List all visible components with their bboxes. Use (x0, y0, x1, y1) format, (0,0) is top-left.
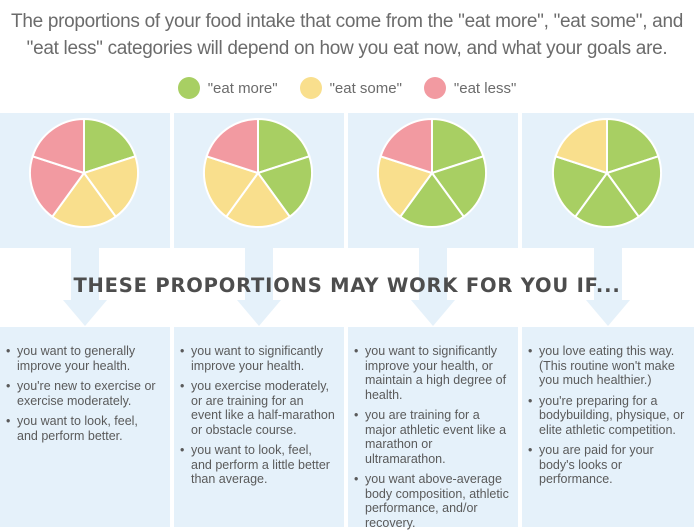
pie-1-slice-eat-some-2 (82, 155, 140, 219)
arrow-head-3 (411, 300, 455, 326)
pie-4-slice-eat-more-4 (551, 155, 609, 219)
pie-1-slice-eat-some-3 (50, 171, 118, 229)
list-item: you want above-average body composition,… (354, 472, 518, 530)
pie-panel-4 (522, 113, 694, 248)
list-item: you are paid for your body's looks or pe… (528, 443, 694, 487)
pie-3-slice-eat-some-4 (376, 155, 434, 219)
arrow-shaft-4 (594, 248, 622, 300)
list-item: you are training for a major athletic ev… (354, 408, 518, 466)
list-item: you want to look, feel, and perform a li… (180, 443, 344, 487)
pie-chart-2 (202, 117, 314, 229)
intro-line-2: "eat less" categories will depend on how… (26, 38, 668, 59)
pie-3-slice-eat-more-2 (430, 155, 488, 219)
list-item: you want to significantly improve your h… (354, 344, 518, 402)
legend: "eat more" "eat some" "eat less" (0, 77, 694, 99)
pie-2-slice-eat-some-3 (224, 171, 292, 229)
legend-swatch-eat-more (177, 77, 200, 99)
pie-2-slice-eat-less-5 (205, 117, 259, 175)
intro-text: The proportions of your food intake that… (0, 8, 694, 62)
list-item: you exercise moderately, or are training… (180, 379, 344, 437)
pie-3-slice-eat-less-5 (379, 117, 433, 175)
pie-1-slice-eat-less-5 (31, 117, 85, 175)
pie-panel-row (0, 113, 694, 248)
pie-2-slice-eat-some-4 (202, 155, 260, 219)
arrow-head-4 (586, 300, 630, 326)
list-item: you're preparing for a bodybuilding, phy… (528, 394, 694, 438)
criteria-list-2: you want to significantly improve your h… (174, 327, 344, 487)
arrow-shaft-3 (419, 248, 447, 300)
criteria-list-1: you want to generally improve your healt… (0, 327, 170, 443)
arrow-head-1 (63, 300, 107, 326)
legend-label-eat-less: "eat less" (453, 79, 517, 97)
headline: THESE PROPORTIONS MAY WORK FOR YOU IF... (73, 274, 621, 297)
arrow-shaft-2 (245, 248, 273, 300)
list-item: you love eating this way. (This routine … (528, 344, 694, 388)
criteria-row: you want to generally improve your healt… (0, 327, 694, 530)
pie-panel-2 (174, 113, 344, 248)
list-item: you're new to exercise or exercise moder… (6, 379, 170, 408)
pie-chart-1 (28, 117, 140, 229)
legend-label-eat-some: "eat some" (329, 79, 402, 97)
pie-chart-4 (551, 117, 663, 229)
pie-3-slice-eat-more-3 (398, 171, 466, 229)
legend-swatch-eat-some (299, 77, 322, 99)
pie-4-slice-eat-more-2 (605, 155, 663, 219)
criteria-list-3: you want to significantly improve your h… (348, 327, 518, 530)
pie-4-slice-eat-some-5 (554, 117, 608, 175)
pie-2-slice-eat-more-2 (256, 155, 314, 219)
pie-1-slice-eat-less-4 (28, 155, 86, 219)
arrow-head-2 (237, 300, 281, 326)
pie-panel-1 (0, 113, 170, 248)
list-item: you want to generally improve your healt… (6, 344, 170, 373)
list-item: you want to significantly improve your h… (180, 344, 344, 373)
pie-4-slice-eat-more-3 (573, 171, 641, 229)
criteria-column-2: you want to significantly improve your h… (174, 327, 344, 527)
arrow-shaft-1 (71, 248, 99, 300)
pie-panel-3 (348, 113, 518, 248)
intro-line-1: The proportions of your food intake that… (11, 11, 683, 32)
legend-swatch-eat-less (423, 77, 446, 99)
legend-label-eat-more: "eat more" (207, 79, 278, 97)
legend-item-eat-more: "eat more" (177, 77, 278, 99)
legend-item-eat-some: "eat some" (299, 77, 402, 99)
criteria-column-1: you want to generally improve your healt… (0, 327, 170, 527)
criteria-list-4: you love eating this way. (This routine … (522, 327, 694, 487)
list-item: you want to look, feel, and perform bett… (6, 414, 170, 443)
criteria-column-3: you want to significantly improve your h… (348, 327, 518, 530)
criteria-column-4: you love eating this way. (This routine … (522, 327, 694, 527)
legend-item-eat-less: "eat less" (423, 77, 517, 99)
pie-chart-3 (376, 117, 488, 229)
